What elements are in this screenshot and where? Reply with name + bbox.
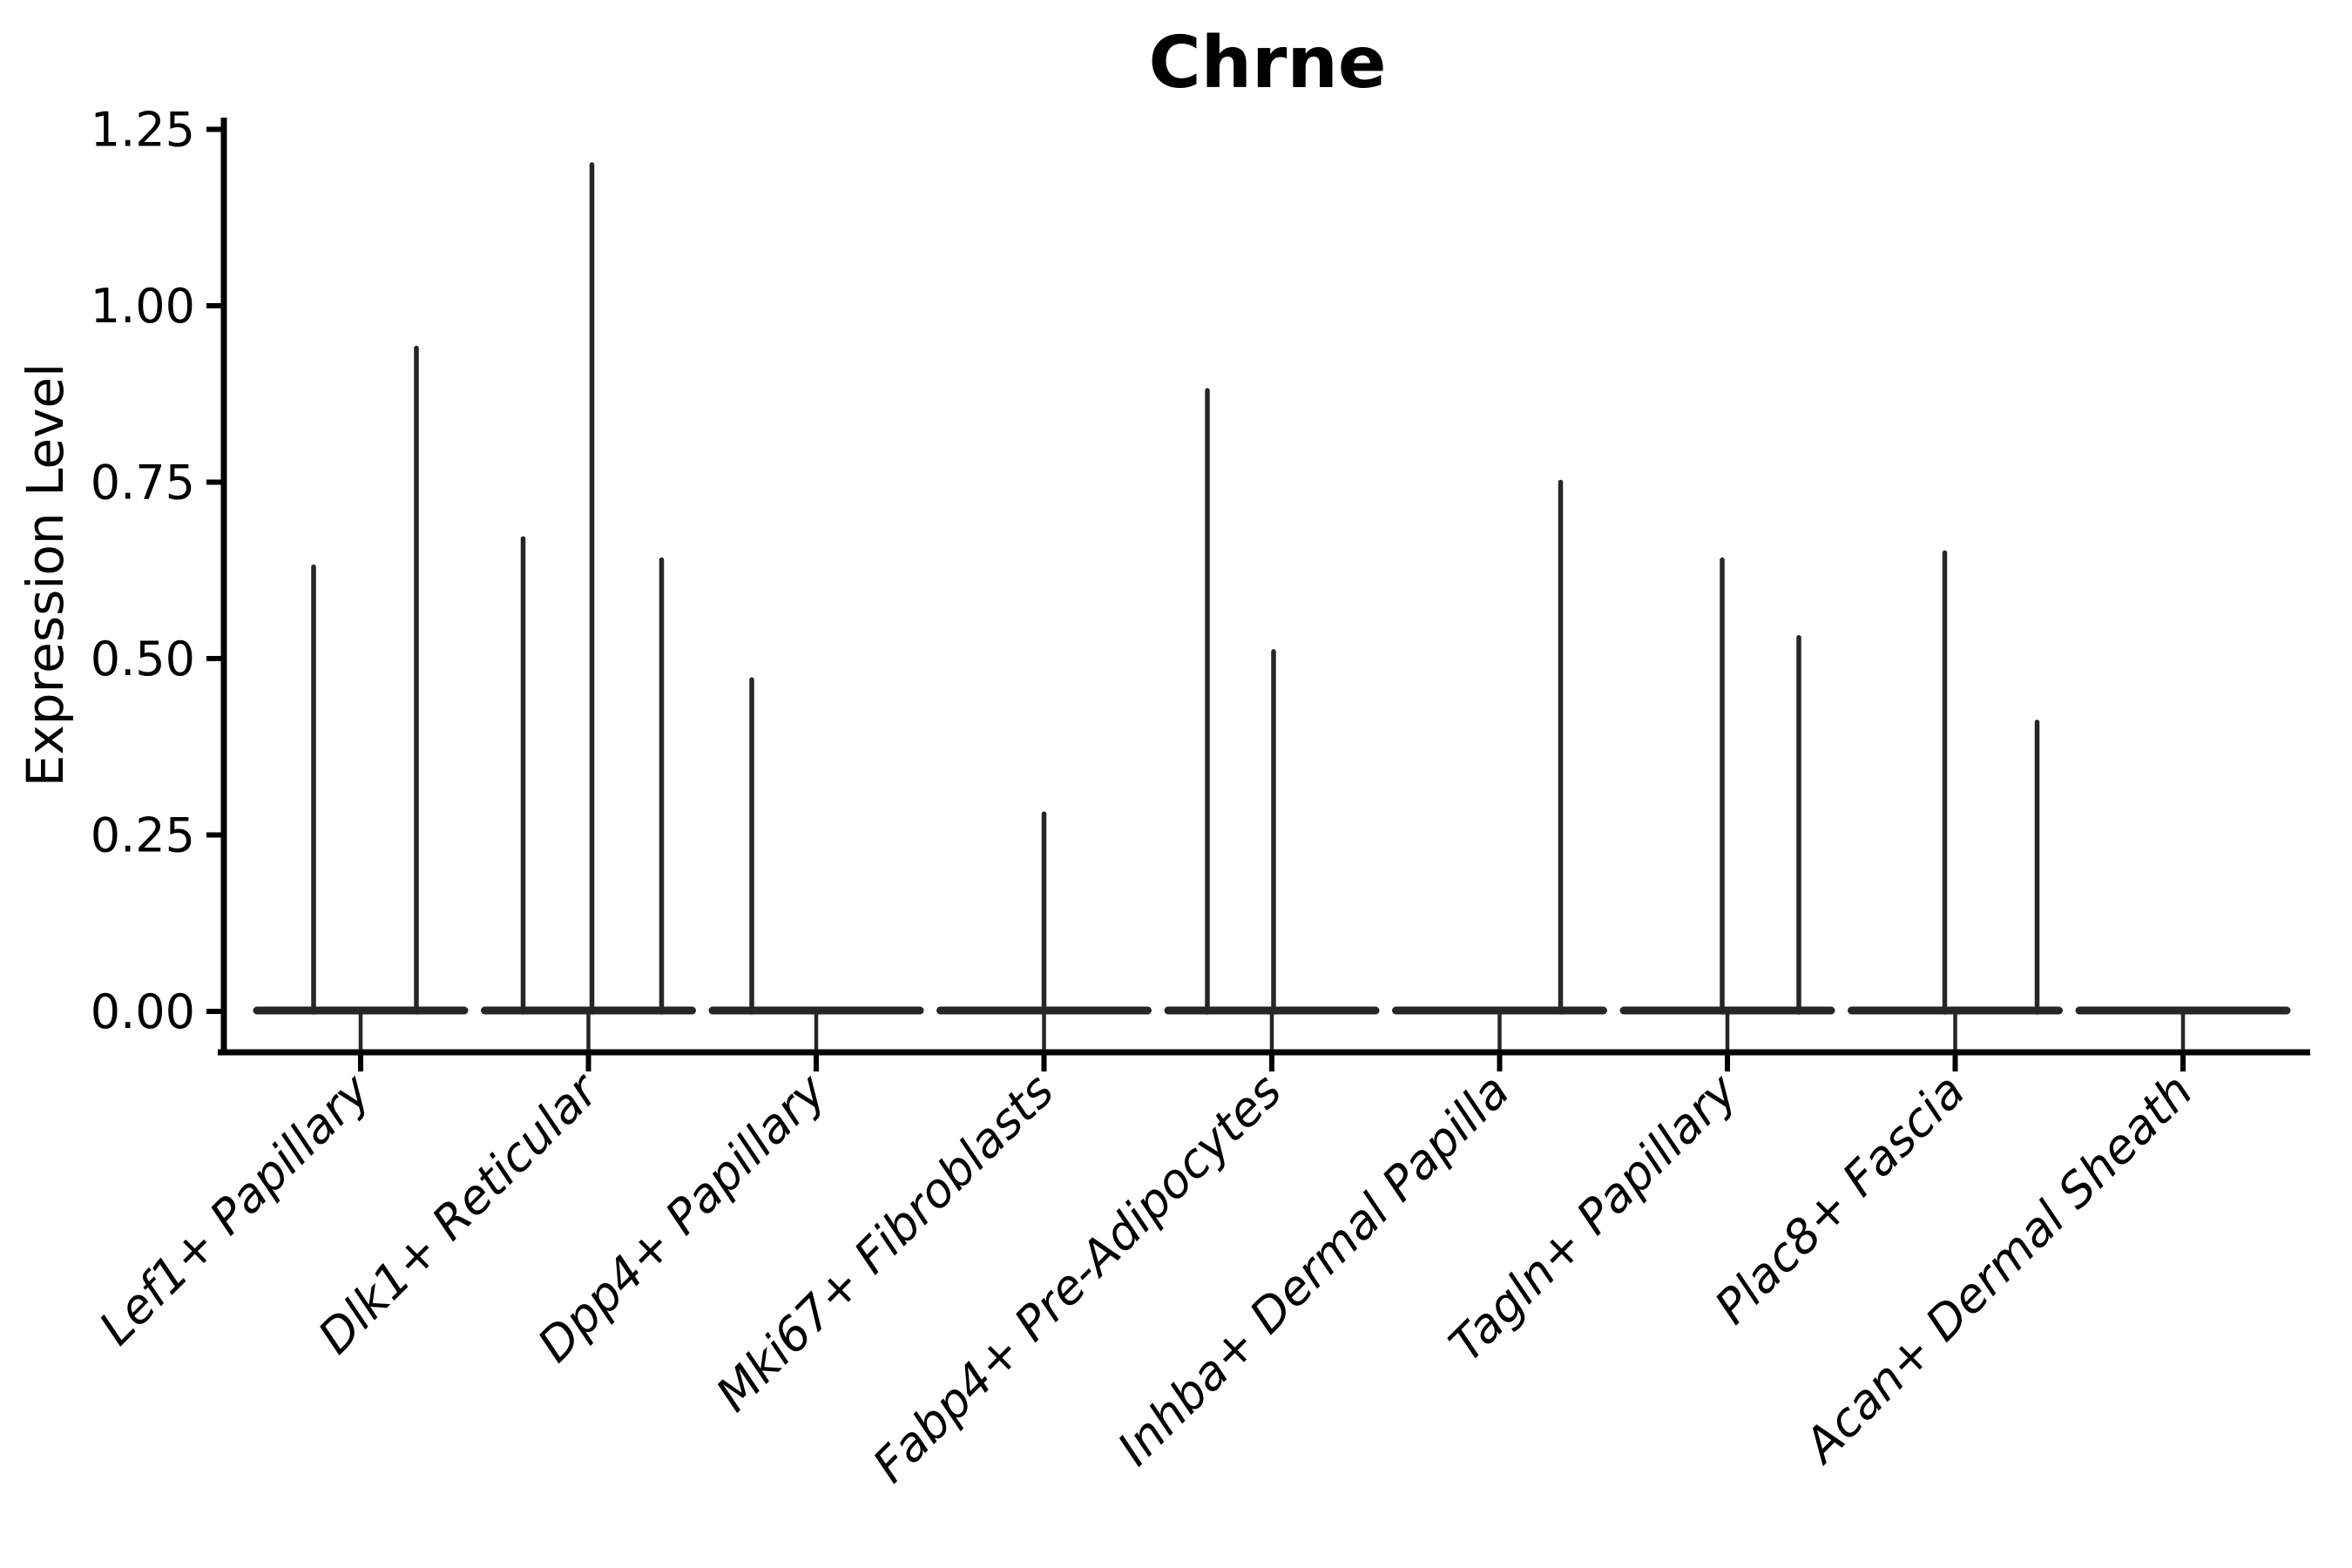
y-tick-label: 0.25 (91, 808, 195, 862)
violins (253, 162, 2291, 1050)
violin-9 (2075, 1006, 2291, 1050)
x-tick-label: Inhba+ Dermal Papilla (1107, 1064, 1520, 1477)
y-tick-label: 0.75 (91, 455, 195, 510)
y-tick-label: 0.00 (91, 984, 195, 1039)
y-tick-label: 0.50 (91, 632, 195, 686)
plot-title: Chrne (1149, 22, 1387, 105)
violin-5 (1164, 388, 1380, 1050)
y-tick-label: 1.00 (91, 279, 195, 334)
x-tick-label: Acan+ Dermal Sheath (1792, 1064, 2203, 1475)
violin-1 (253, 345, 469, 1050)
x-tick-label: Fabp4+ Pre-Adipocytes (862, 1064, 1292, 1493)
y-axis-label: Expression Level (16, 363, 75, 787)
violin-8 (1848, 550, 2063, 1050)
violin-4 (936, 811, 1152, 1050)
y-axis-ticks: 0.00 0.25 0.50 0.75 1.00 1.25 (91, 102, 224, 1039)
violin-6 (1392, 479, 1607, 1050)
y-tick-label: 1.25 (91, 102, 195, 157)
violin-3 (708, 677, 924, 1050)
violin-2 (481, 162, 696, 1050)
violin-7 (1619, 557, 1835, 1050)
